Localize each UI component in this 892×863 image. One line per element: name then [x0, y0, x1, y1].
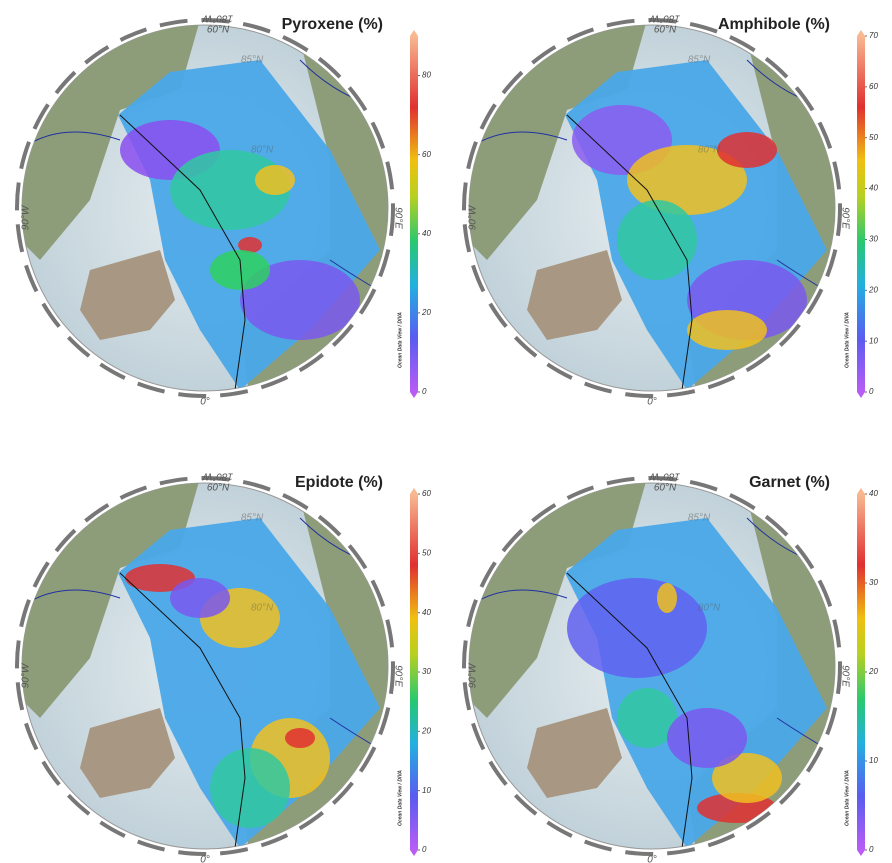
colorbar	[857, 494, 865, 850]
credit: Ocean Data View / DIVA	[397, 770, 403, 826]
colorbar-tick-label: 60	[422, 150, 431, 159]
lon-label: 90°E	[392, 665, 403, 687]
colorbar	[410, 494, 418, 850]
data-blob	[617, 200, 697, 280]
data-blob	[667, 708, 747, 768]
colorbar-tick-label: 30	[869, 235, 878, 244]
lon-label: 180°W	[648, 12, 680, 23]
map-panel: Garnet (%) 180°W 60°N 85°N 80°N 90°W 90°E 0° Oce…	[464, 470, 878, 863]
colorbar-tick-label: 30	[422, 667, 431, 676]
colorbar-tick-label: 50	[869, 133, 878, 142]
colorbar-tick-label: 10	[422, 786, 431, 795]
lat-label: 60°N	[207, 25, 230, 36]
lat-label: 80°N	[698, 145, 721, 156]
colorbar-tick-label: 40	[869, 489, 878, 498]
colorbar-tick-label: 20	[868, 285, 878, 294]
colorbar-tick-label: 40	[422, 229, 431, 238]
figure: Pyroxene (%) 180°W 60°N 85°N 80°N 90°W 90°E 0° O…	[0, 0, 892, 863]
lat-label: 80°N	[698, 603, 721, 614]
colorbar-tick-label: 20	[421, 308, 431, 317]
panel-title: Amphibole (%)	[718, 16, 830, 33]
colorbar-cap	[410, 30, 418, 36]
panel-title: Pyroxene (%)	[282, 16, 383, 33]
colorbar-cap	[410, 392, 418, 398]
colorbar-tick-label: 10	[869, 336, 878, 345]
lat-label: 60°N	[654, 483, 677, 494]
colorbar-cap	[410, 850, 418, 856]
colorbar-tick-label: 30	[869, 578, 878, 587]
data-blob	[687, 310, 767, 350]
colorbar-tick-label: 60	[869, 82, 878, 91]
colorbar-cap	[857, 30, 865, 36]
lon-label: 90°E	[392, 207, 403, 229]
credit: Ocean Data View / DIVA	[844, 312, 850, 368]
lon-label: 180°W	[201, 12, 233, 23]
lon-label: 90°E	[839, 207, 850, 229]
colorbar-tick-label: 0	[869, 845, 874, 854]
colorbar-cap	[857, 488, 865, 494]
map-panel: Epidote (%) 180°W 60°N 85°N 80°N 90°W 90°E 0° Oc…	[17, 470, 431, 863]
lon-label: 90°W	[468, 204, 479, 230]
lon-label: 180°W	[201, 470, 233, 481]
lon-label: 90°W	[21, 204, 32, 230]
colorbar-tick-label: 20	[421, 726, 431, 735]
credit: Ocean Data View / DIVA	[397, 312, 403, 368]
data-blob	[717, 132, 777, 168]
colorbar-tick-label: 40	[422, 608, 431, 617]
lat-label: 85°N	[688, 513, 711, 524]
data-blob	[255, 165, 295, 195]
lat-label: 60°N	[207, 483, 230, 494]
data-blob	[170, 578, 230, 618]
data-blob	[657, 583, 677, 613]
colorbar	[857, 36, 865, 392]
map-panel: Amphibole (%) 180°W 60°N 85°N 80°N 90°W 90°E 0°…	[464, 12, 878, 407]
lon-label: 90°E	[839, 665, 850, 687]
panel-title: Epidote (%)	[295, 474, 383, 491]
colorbar-tick-label: 70	[869, 31, 878, 40]
colorbar-tick-label: 50	[422, 548, 431, 557]
panel-title: Garnet (%)	[749, 474, 830, 491]
colorbar-cap	[857, 392, 865, 398]
lat-label: 85°N	[241, 513, 264, 524]
colorbar	[410, 36, 418, 392]
data-blob	[285, 728, 315, 748]
data-blob	[210, 250, 270, 290]
colorbar-tick-label: 0	[422, 387, 427, 396]
colorbar-tick-label: 80	[422, 71, 431, 80]
lon-label: 90°W	[21, 662, 32, 688]
lon-label: 0°	[647, 397, 657, 408]
colorbar-tick-label: 40	[869, 184, 878, 193]
lon-label: 90°W	[468, 662, 479, 688]
lat-label: 60°N	[654, 25, 677, 36]
colorbar-tick-label: 20	[868, 667, 878, 676]
credit: Ocean Data View / DIVA	[844, 770, 850, 826]
colorbar-tick-label: 0	[869, 387, 874, 396]
lat-label: 80°N	[251, 145, 274, 156]
lon-label: 0°	[200, 397, 210, 408]
colorbar-tick-label: 10	[869, 756, 878, 765]
lon-label: 180°W	[648, 470, 680, 481]
data-blob	[210, 748, 290, 828]
colorbar-cap	[410, 488, 418, 494]
colorbar-tick-label: 60	[422, 489, 431, 498]
lon-label: 0°	[647, 855, 657, 863]
lat-label: 80°N	[251, 603, 274, 614]
colorbar-cap	[857, 850, 865, 856]
lat-label: 85°N	[241, 55, 264, 66]
lon-label: 0°	[200, 855, 210, 863]
map-panel: Pyroxene (%) 180°W 60°N 85°N 80°N 90°W 90°E 0° O…	[17, 12, 431, 407]
colorbar-tick-label: 0	[422, 845, 427, 854]
lat-label: 85°N	[688, 55, 711, 66]
